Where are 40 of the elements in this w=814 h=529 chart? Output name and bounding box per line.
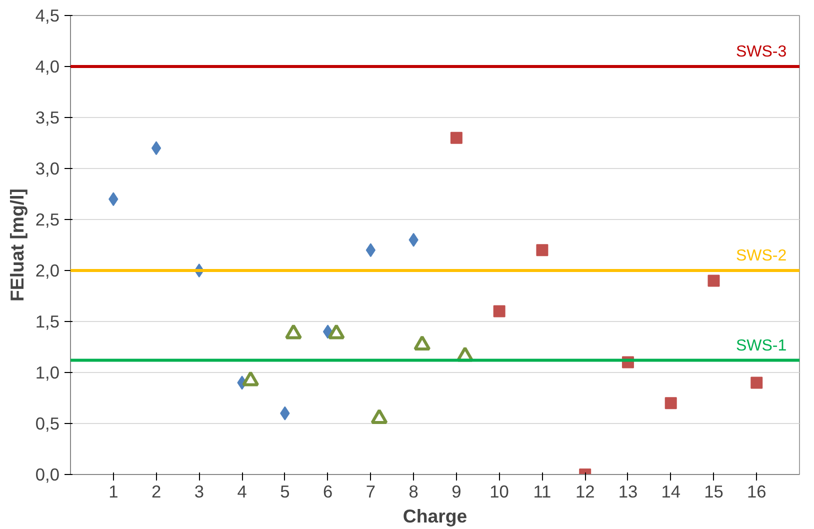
x-tick-label: 2: [151, 482, 162, 502]
point: [151, 141, 162, 156]
x-tick-label: 11: [533, 482, 552, 502]
y-tick-label: 4,0: [35, 56, 60, 76]
x-tick-label: 5: [280, 482, 290, 502]
x-tick-label: 16: [746, 482, 766, 502]
y-axis-title: FEluat [mg/l]: [6, 188, 28, 302]
x-tick-label: 14: [661, 482, 681, 502]
point: [708, 274, 720, 287]
y-tick-label: 2,0: [35, 260, 60, 280]
y-tick-label: 1,5: [35, 312, 60, 332]
point: [750, 376, 763, 389]
x-tick-label: 9: [452, 482, 462, 502]
x-tick-label: 6: [322, 482, 333, 502]
point: [450, 132, 462, 144]
y-tick-label: 4,5: [35, 6, 60, 26]
x-axis-title: Charge: [402, 506, 468, 526]
ref-line-label: SWS-2: [736, 248, 787, 264]
x-tick-label: 8: [408, 482, 418, 502]
x-tick-label: 7: [366, 482, 376, 502]
point: [493, 305, 506, 318]
y-tick-label: 3,5: [35, 108, 60, 128]
x-tick-label: 10: [490, 482, 509, 502]
x-tick-label: 1: [108, 482, 118, 502]
y-tick-label: 1,0: [35, 362, 60, 382]
y-tick-label: 0,5: [35, 414, 60, 434]
point: [536, 244, 548, 256]
point: [366, 243, 376, 258]
ref-line-label: SWS-3: [736, 44, 787, 60]
point: [664, 397, 677, 410]
y-tick-label: 0,0: [35, 464, 60, 484]
point: [322, 324, 333, 339]
y-tick-label: 2,5: [35, 210, 60, 230]
x-tick-label: 12: [575, 482, 595, 502]
x-tick-label: 4: [237, 482, 248, 502]
y-tick-label: 3,0: [35, 158, 60, 178]
ref-line-label: SWS-1: [736, 337, 787, 354]
x-tick-label: 15: [704, 482, 724, 502]
x-tick-label: 13: [618, 482, 638, 502]
x-tick-label: 3: [194, 482, 204, 502]
